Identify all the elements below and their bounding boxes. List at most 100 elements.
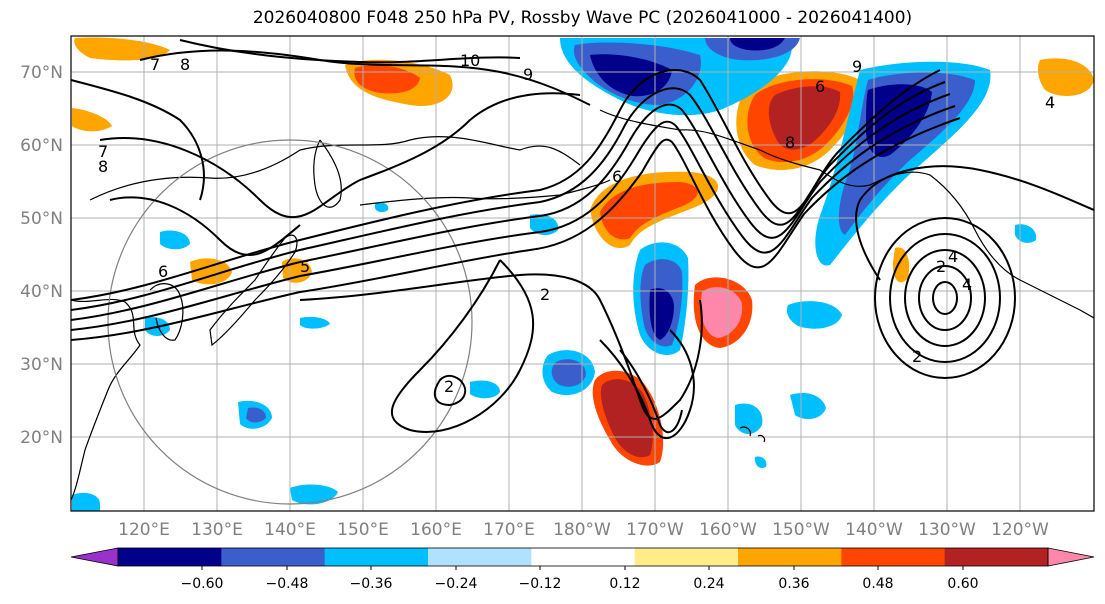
coast-siberia — [89, 136, 581, 201]
neg-anomaly — [730, 38, 785, 51]
neg-anomaly — [551, 359, 586, 387]
colorbar-tick-label: −0.48 — [266, 576, 309, 592]
pos-anomaly — [190, 258, 232, 285]
lat-label: 50°N — [20, 209, 63, 229]
coast-alaska — [599, 109, 931, 187]
colorbar-bin — [428, 548, 532, 566]
colorbar-tick-label: 0.60 — [947, 576, 978, 592]
coast-hawaii — [739, 426, 766, 443]
lon-label: 140°E — [264, 520, 316, 540]
contour-label: 7 — [150, 55, 160, 74]
pos-anomaly — [700, 287, 743, 338]
contour-label: 9 — [852, 57, 862, 76]
colorbar-tick-label: 0.36 — [778, 576, 809, 592]
lon-axis: 120°E 130°E 140°E 150°E 160°E 170°E 180°… — [118, 520, 1049, 540]
colorbar-tick-label: 0.12 — [609, 576, 640, 592]
lon-label: 120°E — [118, 520, 170, 540]
colorbar-bin — [118, 548, 222, 566]
contour-label: 8 — [785, 133, 795, 152]
colorbar-extend-low — [70, 547, 119, 567]
coast-aleutians — [359, 179, 611, 206]
lat-label: 20°N — [20, 428, 63, 448]
neg-anomaly — [470, 380, 500, 399]
pos-anomaly — [72, 108, 112, 132]
neg-anomaly — [735, 403, 763, 435]
gridlines — [71, 36, 1094, 511]
lon-label: 150°W — [772, 520, 830, 540]
lon-label: 140°W — [845, 520, 903, 540]
colorbar-bin — [634, 548, 739, 566]
neg-anomaly — [160, 230, 190, 250]
lon-label: 130°W — [918, 520, 976, 540]
contour-label: 2 — [444, 377, 454, 396]
neg-anomaly — [290, 484, 338, 505]
contour-label: 2 — [912, 347, 922, 366]
colorbar-extend-high — [1047, 547, 1095, 567]
pv-contours — [71, 39, 1094, 440]
pos-anomaly — [892, 247, 910, 283]
colorbar-swatches — [70, 547, 1095, 567]
pos-anomaly — [74, 37, 170, 61]
contour-label: 4 — [1045, 93, 1055, 112]
colorbar-tick-label: −0.24 — [435, 576, 478, 592]
pos-anomaly — [600, 182, 698, 240]
coast-japan — [209, 234, 298, 347]
lon-label: 180°W — [553, 520, 611, 540]
pos-anomaly — [768, 86, 841, 150]
colorbar-bin — [324, 548, 429, 566]
contour-label: 7 — [98, 142, 108, 161]
contour-label: 2 — [540, 285, 550, 304]
colorbar-tick-label: 0.48 — [862, 576, 893, 592]
contour-label: 4 — [962, 275, 972, 294]
lon-label: 160°W — [699, 520, 757, 540]
contour-label: 10 — [460, 51, 480, 70]
lat-label: 30°N — [20, 355, 63, 375]
map-body: 10 9 8 7 7 8 6 6 5 4 2 2 2 2 4 4 6 8 9 — [71, 36, 1094, 511]
neg-anomaly — [72, 492, 100, 511]
coast-kamchatka — [313, 139, 342, 208]
lon-label: 130°E — [191, 520, 243, 540]
contour-label: 4 — [948, 247, 958, 266]
colorbar-bin — [531, 548, 636, 566]
lat-axis: 70°N 60°N 50°N 40°N 30°N 20°N — [20, 63, 63, 448]
lat-label: 40°N — [20, 282, 63, 302]
neg-anomaly — [300, 316, 330, 329]
lon-label: 150°E — [337, 520, 389, 540]
map-title: 2026040800 F048 250 hPa PV, Rossby Wave … — [252, 8, 913, 28]
lat-label: 60°N — [20, 136, 63, 156]
contour-labels: 10 9 8 7 7 8 6 6 5 4 2 2 2 2 4 4 6 8 9 — [98, 51, 1055, 396]
colorbar-tick-label: 0.24 — [693, 576, 724, 592]
contour-label: 5 — [300, 257, 310, 276]
lon-label: 170°W — [626, 520, 684, 540]
pv-shading — [72, 37, 1094, 511]
lon-label: 120°W — [991, 520, 1049, 540]
contour-label: 6 — [815, 77, 825, 96]
colorbar-frame — [117, 547, 1049, 567]
pos-anomaly — [1037, 58, 1094, 96]
contour-label: 9 — [523, 65, 533, 84]
contour-label: 2 — [936, 257, 946, 276]
colorbar-bin — [221, 548, 326, 566]
neg-anomaly — [790, 392, 826, 420]
colorbar-bin — [841, 548, 946, 566]
colorbar-tick-label: −0.36 — [350, 576, 393, 592]
colorbar: −0.60 −0.48 −0.36 −0.24 −0.12 0.12 0.24 … — [70, 547, 1095, 592]
neg-anomaly — [590, 54, 672, 97]
distance-circle — [107, 139, 473, 505]
colorbar-bin — [738, 548, 842, 566]
neg-anomaly — [246, 407, 266, 423]
colorbar-tick-label: −0.12 — [519, 576, 562, 592]
colorbar-tick-label: −0.60 — [181, 576, 224, 592]
neg-anomaly — [754, 456, 767, 468]
colorbar-tick-labels: −0.60 −0.48 −0.36 −0.24 −0.12 0.12 0.24 … — [181, 576, 979, 592]
lon-label: 160°E — [410, 520, 462, 540]
colorbar-ticks — [201, 566, 964, 570]
contour-label: 8 — [180, 55, 190, 74]
neg-anomaly — [375, 202, 389, 213]
colorbar-bin — [944, 548, 1049, 566]
coast-na — [929, 174, 1094, 319]
contour-label: 6 — [158, 262, 168, 281]
contour-label: 8 — [98, 157, 108, 176]
contour-label: 6 — [612, 167, 622, 186]
